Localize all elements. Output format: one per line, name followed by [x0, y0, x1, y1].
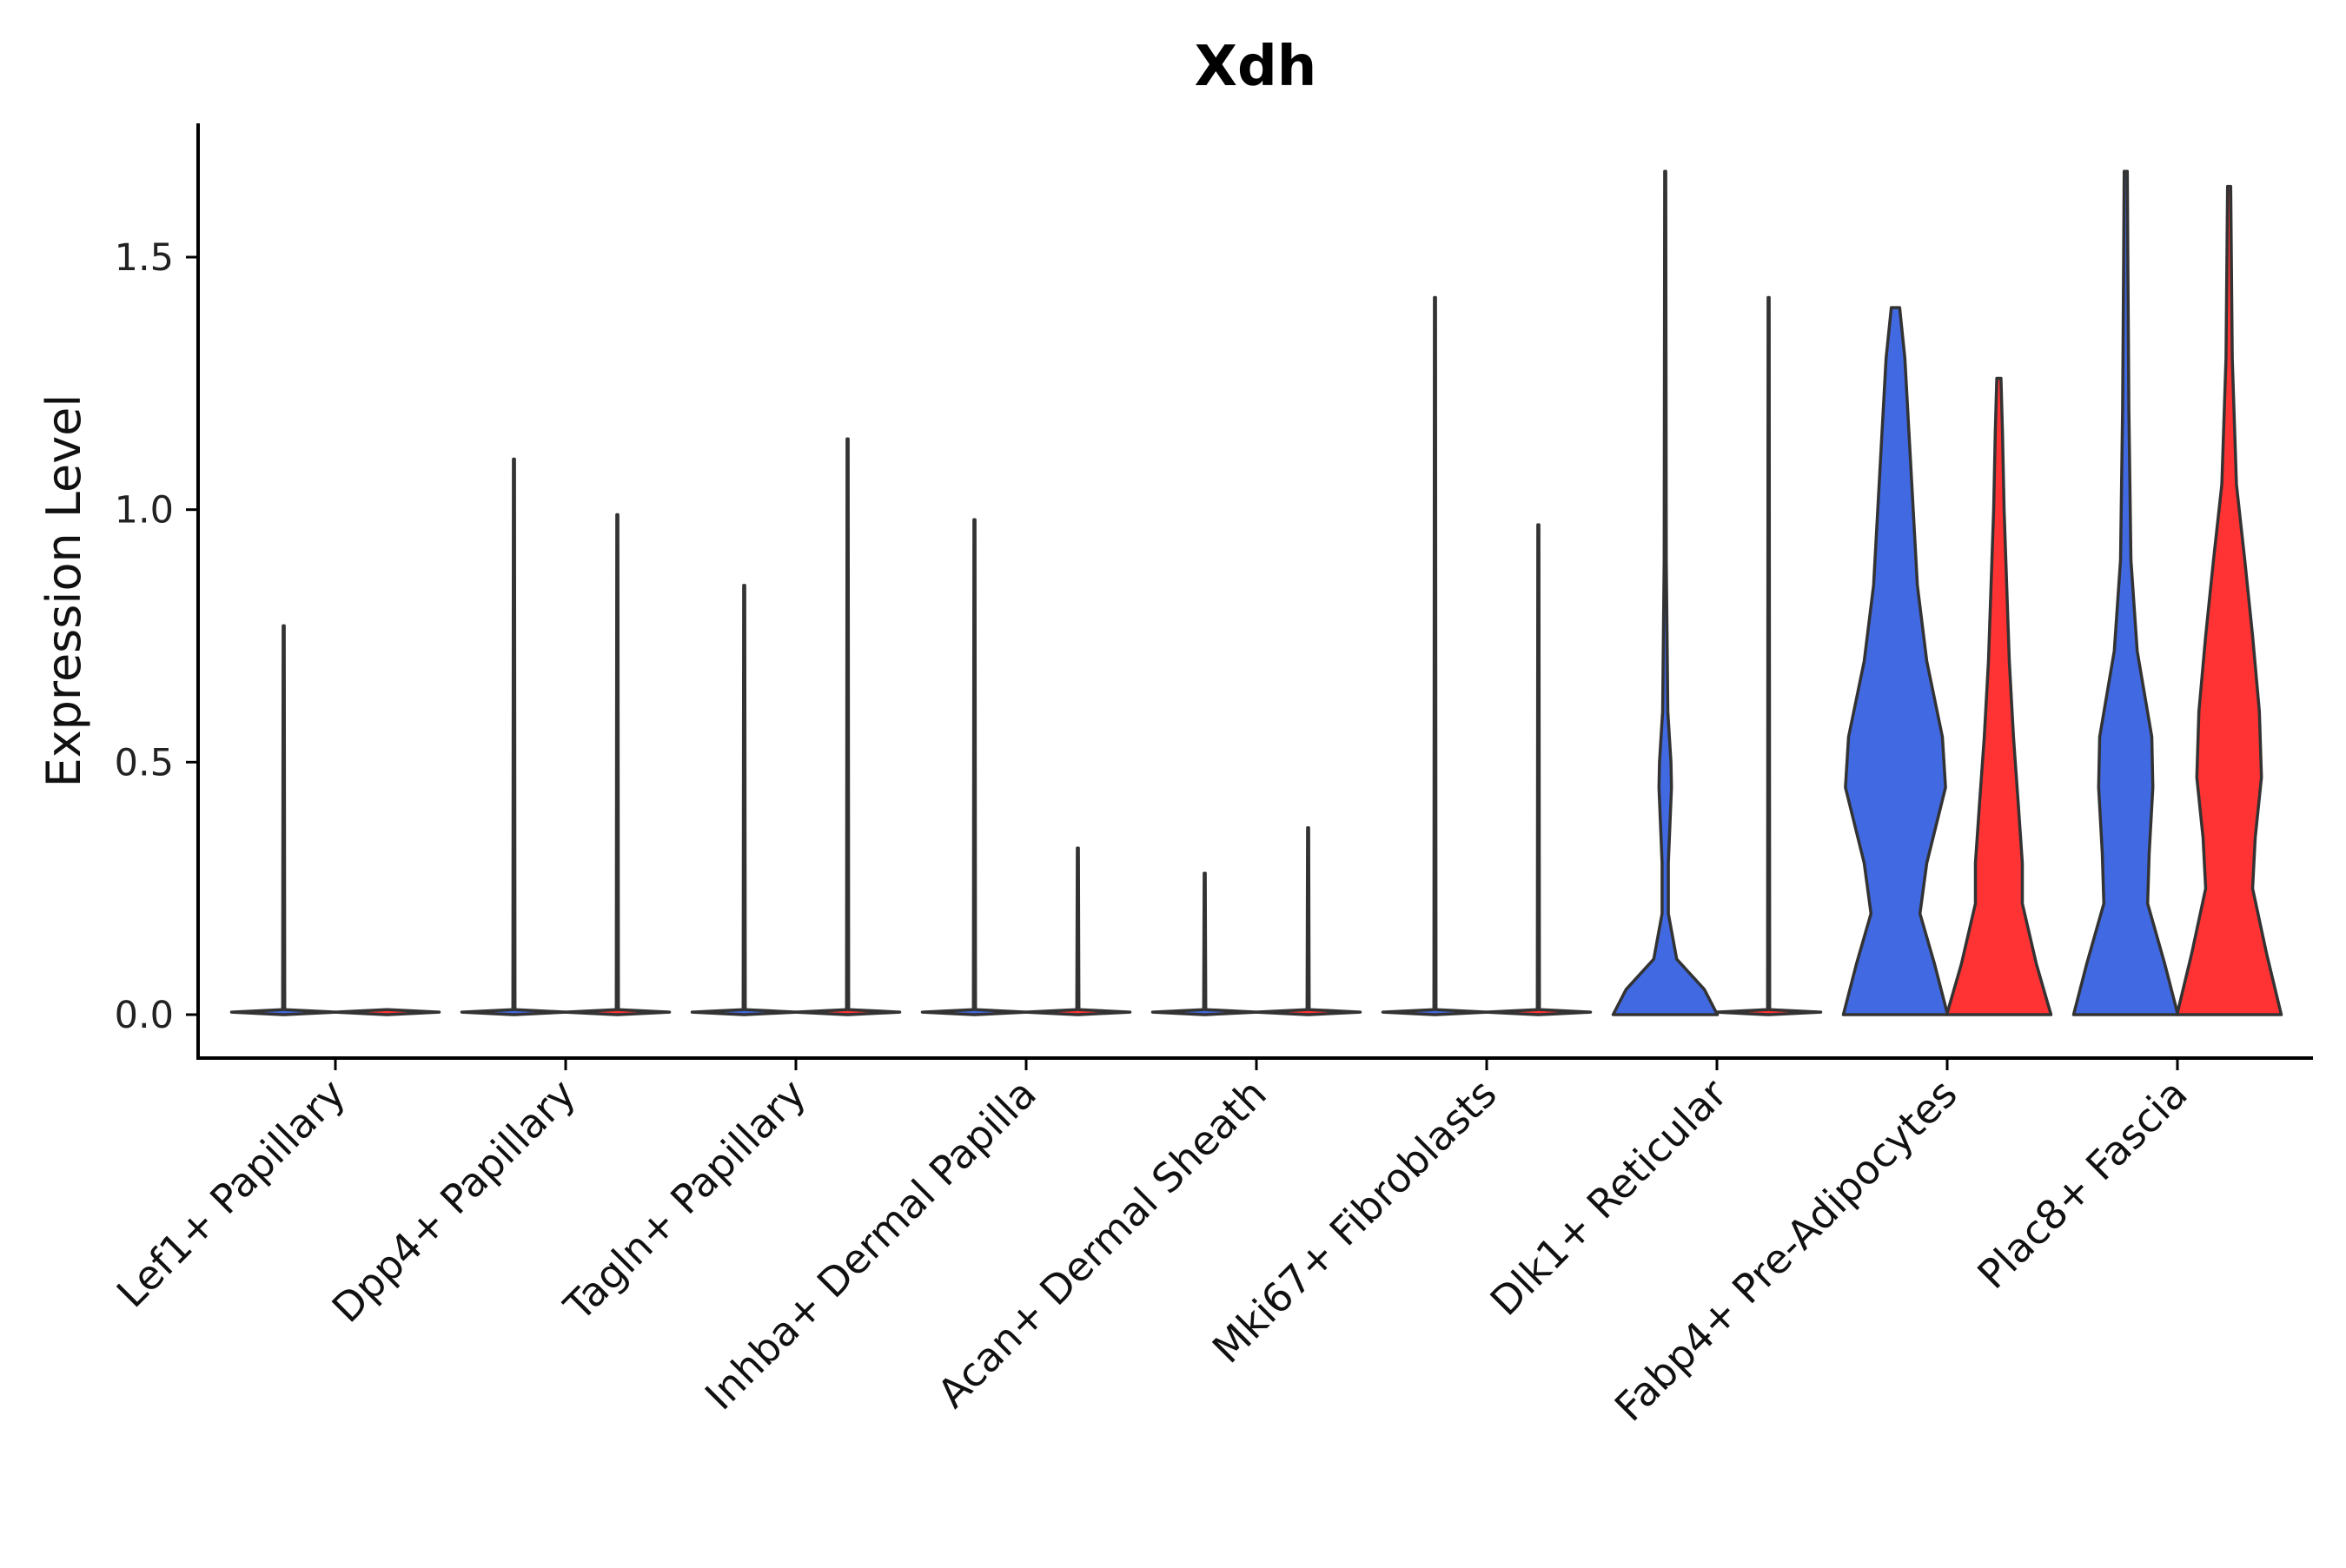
x-tick-label: Plac8+ Fascia: [1968, 1070, 2196, 1298]
violin-shape: [1254, 826, 1362, 1016]
violin-shape: [563, 513, 672, 1016]
violin-shape: [1484, 523, 1593, 1016]
violin-shape: [229, 624, 338, 1016]
y-tick-label: 0.5: [115, 741, 174, 784]
violin-shape: [2071, 169, 2180, 1016]
violin-shape: [2175, 184, 2283, 1016]
violin-shape: [793, 437, 902, 1016]
x-tick-label: Dlk1+ Reticular: [1481, 1070, 1736, 1325]
violin-shape: [920, 518, 1029, 1016]
x-tick-label: Lef1+ Papillary: [108, 1070, 355, 1317]
y-tick-label: 1.5: [115, 236, 174, 280]
x-tick-label: Dpp4+ Papillary: [323, 1070, 585, 1332]
violin-shape: [1024, 846, 1132, 1016]
x-tick-label: Tagln+ Papillary: [554, 1070, 815, 1331]
violins: [229, 169, 2283, 1016]
violin-shape: [1714, 295, 1823, 1016]
violin-shape: [1381, 295, 1489, 1016]
y-tick-label: 0.0: [115, 994, 174, 1037]
y-axis-title: Expression Level: [36, 394, 91, 788]
y-tick-label: 1.0: [115, 489, 174, 533]
violin-shape: [1611, 169, 1720, 1016]
chart-title: Xdh: [1195, 35, 1317, 99]
violin-shape: [1945, 376, 2053, 1016]
violin-shape: [333, 1008, 441, 1016]
violin-shape: [1841, 306, 1950, 1016]
violin-shape: [460, 457, 568, 1016]
violin-shape: [690, 584, 799, 1016]
violin-shape: [1150, 871, 1259, 1016]
y-ticks: 0.0 0.5 1.0 1.5: [115, 236, 198, 1037]
